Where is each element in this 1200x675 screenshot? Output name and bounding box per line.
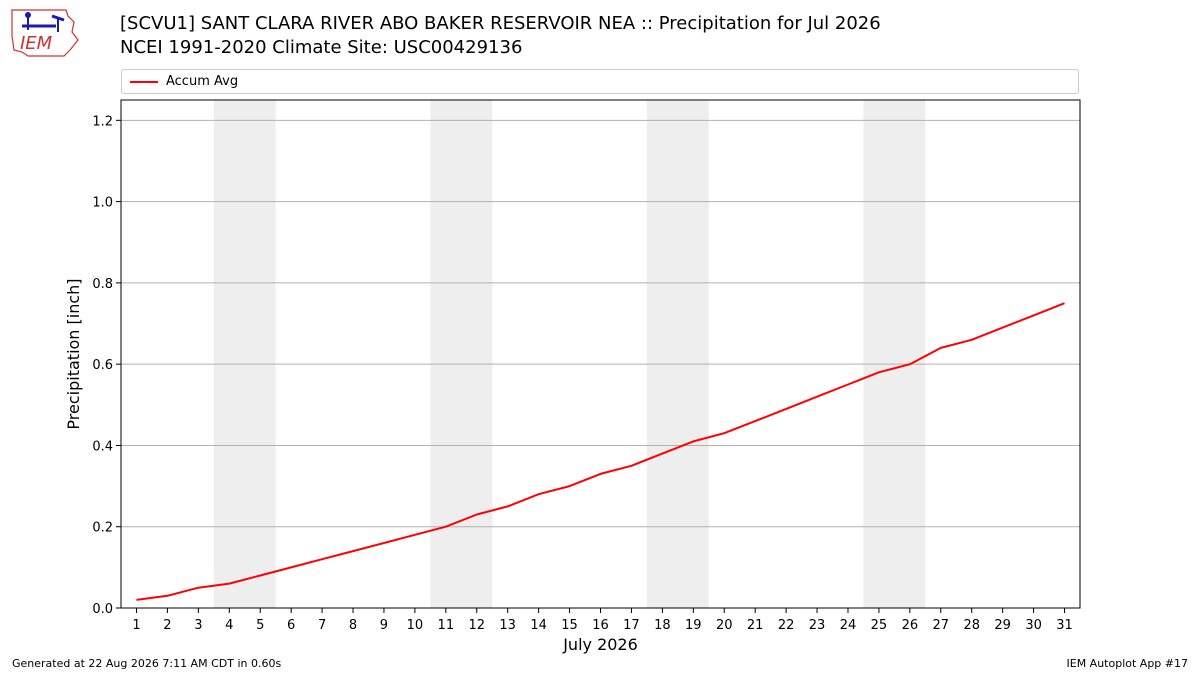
legend-swatch-accum-avg [130,81,158,83]
weekend-band-1 [213,100,276,608]
x-tick-label: 22 [778,618,795,633]
legend-label-accum-avg: Accum Avg [166,74,239,89]
x-tick-label: 14 [530,618,547,633]
series-line-accum-avg [136,302,1065,601]
chart-legend: Accum Avg [121,69,1079,94]
weekend-shading [213,100,926,608]
x-axis-label: July 2026 [562,635,638,654]
x-tick-label: 19 [685,618,702,633]
x-tick-label: 7 [318,618,326,633]
x-tick-label: 25 [871,618,888,633]
x-tick-label: 2 [163,618,171,633]
y-tick-label: 1.2 [92,114,113,129]
generated-timestamp: Generated at 22 Aug 2026 7:11 AM CDT in … [12,657,282,670]
weekend-band-4 [863,100,926,608]
x-axis-ticks: 1 2 3 4 5 6 7 8 9 10 11 12 13 14 15 16 17 18 19 20 21 22 23 24 2… [132,608,1073,633]
weekend-band-2 [430,100,493,608]
x-tick-label: 27 [933,618,950,633]
x-tick-label: 11 [438,618,455,633]
x-tick-label: 21 [747,618,764,633]
y-axis-ticks: 0.0 0.2 0.4 0.6 0.8 1.0 1.2 [92,114,121,617]
x-tick-label: 18 [654,618,671,633]
x-tick-label: 1 [132,618,140,633]
x-tick-label: 23 [809,618,826,633]
x-tick-label: 28 [963,618,980,633]
x-tick-label: 31 [1056,618,1073,633]
app-credit: IEM Autoplot App #17 [1066,657,1189,670]
logo-text: IEM [20,33,53,54]
y-tick-label: 0.4 [92,439,113,454]
x-tick-label: 15 [561,618,578,633]
x-tick-label: 9 [380,618,388,633]
weekend-band-3 [646,100,709,608]
chart-title: [SCVU1] SANT CLARA RIVER ABO BAKER RESER… [120,13,881,34]
x-tick-label: 4 [225,618,233,633]
x-tick-label: 29 [994,618,1011,633]
y-tick-label: 1.0 [92,196,113,211]
x-tick-label: 13 [499,618,516,633]
x-tick-label: 26 [902,618,919,633]
chart-subtitle: NCEI 1991-2020 Climate Site: USC00429136 [120,37,523,58]
x-tick-label: 5 [256,618,264,633]
y-tick-label: 0.0 [92,602,113,617]
x-tick-label: 10 [407,618,424,633]
y-tick-label: 0.2 [92,521,113,536]
x-tick-label: 30 [1025,618,1042,633]
x-tick-label: 8 [349,618,357,633]
iem-logo-graphic: IEM [11,9,79,57]
x-tick-label: 6 [287,618,295,633]
y-tick-label: 0.8 [92,277,113,292]
x-tick-label: 12 [468,618,485,633]
x-tick-label: 17 [623,618,640,633]
x-tick-label: 3 [194,618,202,633]
x-tick-label: 16 [592,618,609,633]
y-axis-label: Precipitation [inch] [64,278,83,429]
x-tick-label: 24 [840,618,857,633]
iem-logo: IEM [8,6,82,58]
y-tick-label: 0.6 [92,358,113,373]
x-tick-label: 20 [716,618,733,633]
series-layer [136,302,1065,601]
